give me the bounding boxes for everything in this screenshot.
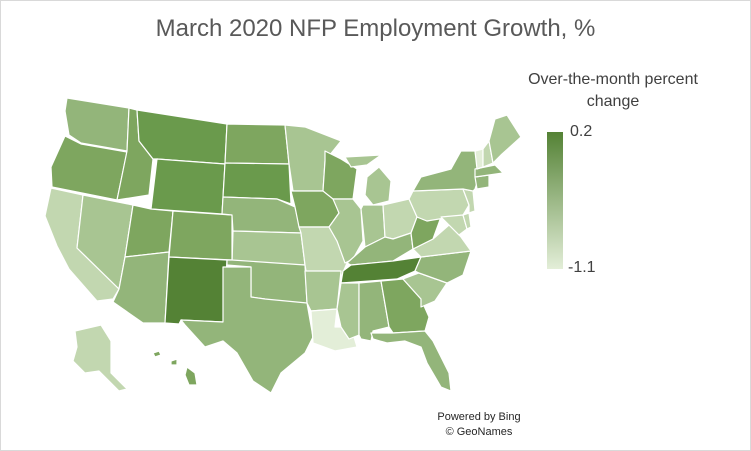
legend-title-line1: Over-the-month percent [528,71,698,88]
state-ks [231,230,306,266]
state-de [462,212,472,230]
state-mi [344,154,392,206]
legend-min-label: -1.1 [568,259,596,276]
geonames-credit: © GeoNames [445,426,513,438]
state-ny [412,150,480,192]
state-ar [304,270,342,312]
state-me [488,114,522,164]
state-fl [370,330,452,392]
state-vt [474,148,484,170]
state-wy [150,158,226,215]
legend-title: Over-the-month percent change [513,69,713,113]
state-tx [180,266,314,394]
state-md [440,214,468,236]
state-hi [152,350,198,386]
bing-credit: Powered by Bing [437,411,521,423]
state-co [168,210,233,261]
state-ak [72,324,128,392]
legend-title-line2: change [586,93,640,110]
state-mt [136,109,228,165]
state-ma [474,164,504,178]
legend-color-scale [547,132,563,269]
state-nd [224,123,290,165]
state-ut [124,204,174,258]
legend-max-label: 0.2 [570,123,593,140]
state-nm [164,256,228,325]
map-title: March 2020 NFP Employment Growth, % [155,15,596,42]
